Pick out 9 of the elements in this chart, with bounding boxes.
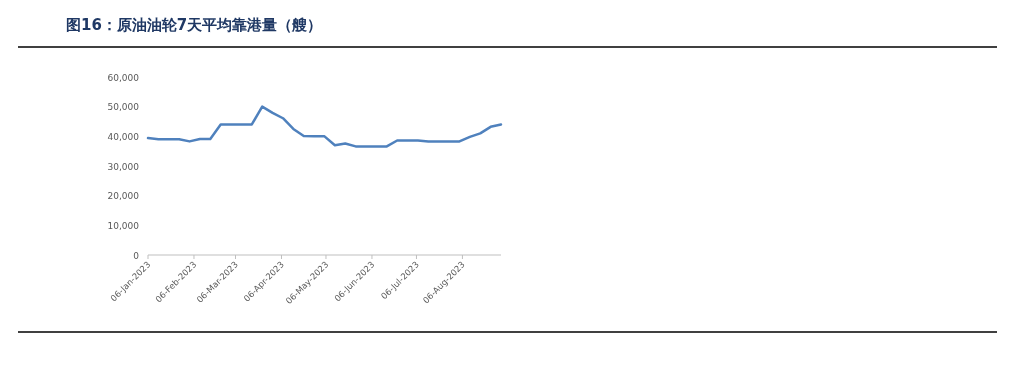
line-series — [146, 105, 503, 148]
y-tick-label: 40,000 — [107, 131, 140, 142]
y-tick-label: 30,000 — [107, 161, 140, 172]
y-tick-label: 0 — [133, 250, 140, 261]
y-tick-label: 60,000 — [107, 72, 140, 83]
y-tick-label: 20,000 — [107, 191, 140, 202]
y-tick-label: 50,000 — [107, 102, 140, 113]
chart-title: 图16：原油油轮7天平均靠港量（艘） — [66, 16, 323, 34]
y-tick-label: 10,000 — [107, 220, 140, 231]
